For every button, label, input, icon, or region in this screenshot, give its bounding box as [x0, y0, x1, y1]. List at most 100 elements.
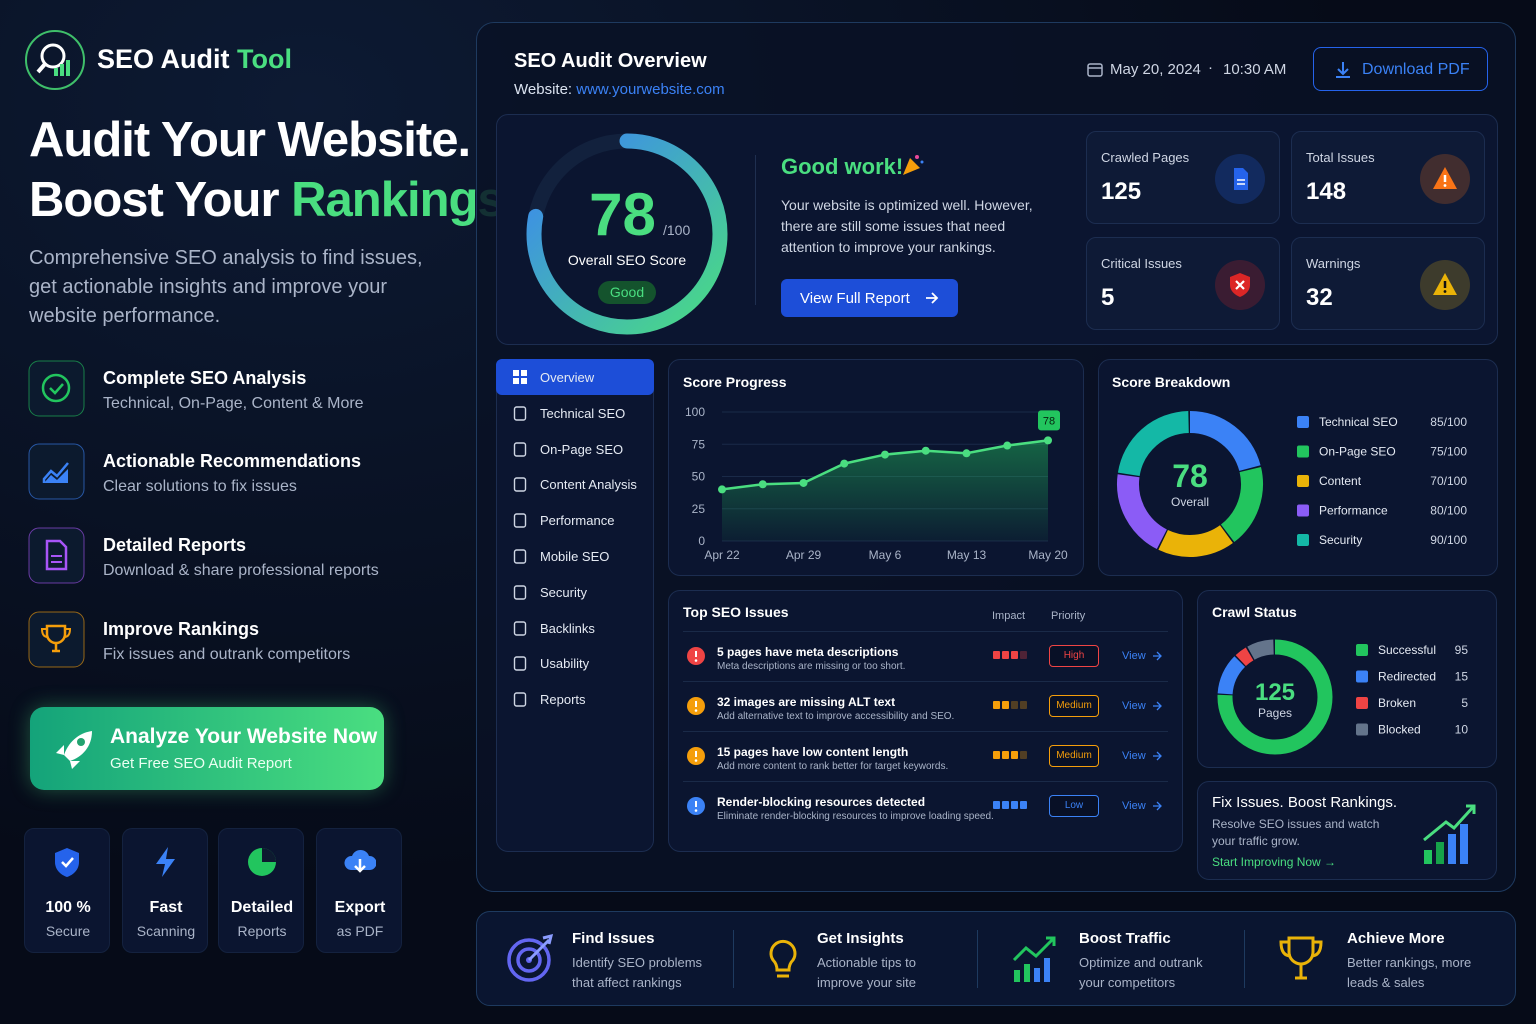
row-divider: [683, 681, 1168, 682]
promo-title: Fix Issues. Boost Rankings.: [1212, 794, 1398, 811]
row-divider: [683, 631, 1168, 632]
point: [921, 446, 930, 455]
nav-item[interactable]: Security: [496, 574, 654, 610]
nav-label: On-Page SEO: [540, 441, 624, 457]
impact-bars: [993, 751, 1027, 759]
benefit-icon: [769, 939, 797, 978]
view-link[interactable]: View: [1122, 750, 1162, 762]
stat-label: Warnings: [1306, 256, 1361, 271]
impact-bar: [993, 651, 1000, 659]
legend-value: 80/100: [1430, 504, 1467, 518]
nav-item[interactable]: Usability: [496, 645, 654, 681]
impact-bar: [1011, 751, 1018, 759]
download-button[interactable]: Download PDF: [1313, 47, 1488, 91]
nav-icon: [513, 692, 527, 707]
x-tick-label: Apr 22: [704, 548, 740, 562]
promo-card: Fix Issues. Boost Rankings. Resolve SEO …: [1197, 781, 1497, 880]
brand-accent: Tool: [237, 44, 292, 74]
impact-bar: [1011, 651, 1018, 659]
nav-label: Performance: [540, 513, 615, 529]
benefit-icon: [507, 933, 554, 982]
nav-label: Usability: [540, 656, 590, 672]
view-link[interactable]: View: [1122, 700, 1162, 712]
legend-label: Security: [1319, 533, 1362, 547]
feature-title: Actionable Recommendations: [103, 451, 362, 471]
nav-item[interactable]: Reports: [496, 681, 654, 717]
legend-label: Successful: [1378, 643, 1436, 657]
dashboard-title: SEO Audit Overview: [514, 50, 707, 72]
nav-item[interactable]: Technical SEO: [496, 395, 654, 431]
issue-title: 32 images are missing ALT text: [717, 695, 896, 709]
nav-item[interactable]: On-Page SEO: [496, 431, 654, 467]
badge-icon: [344, 850, 376, 873]
view-link[interactable]: View: [1122, 800, 1162, 812]
brand: SEO Audit Tool: [97, 44, 292, 75]
y-tick-label: 75: [692, 437, 706, 451]
legend-swatch: [1297, 416, 1309, 428]
point: [1044, 436, 1052, 445]
nav-label: Security: [540, 584, 587, 600]
feature-title: Improve Rankings: [103, 619, 260, 639]
line-chart: 0 25 50 75 100 Apr 22 Apr 29 May 6 May 13 May 20 7…: [685, 405, 1068, 562]
nav-icon: [513, 549, 527, 564]
nav-item[interactable]: Backlinks: [496, 610, 654, 646]
x-tick-label: May 20: [1028, 548, 1068, 562]
x-tick-label: May 6: [869, 548, 902, 562]
legend-value: 85/100: [1430, 415, 1467, 429]
issue-title: 5 pages have meta descriptions: [717, 645, 899, 659]
nav-item[interactable]: Overview: [496, 359, 654, 395]
stat-value: 125: [1101, 178, 1142, 205]
hero-title: Audit Your Website. Boost Your Rankings.: [29, 110, 517, 230]
top-issues-card: [668, 590, 1183, 852]
website-url[interactable]: www.yourwebsite.com: [576, 81, 725, 98]
promo-link[interactable]: Start Improving Now →: [1212, 855, 1337, 869]
nav-item[interactable]: Mobile SEO: [496, 538, 654, 574]
benefit-text: Better rankings, more leads & sales: [1347, 955, 1472, 990]
nav-label: Mobile SEO: [540, 549, 610, 564]
message-text: Your website is optimized well. However,…: [781, 197, 1033, 255]
legend-label: Broken: [1378, 696, 1416, 710]
row-divider: [683, 781, 1168, 782]
stat-card: Critical Issues 5: [1086, 237, 1280, 330]
stat-value: 148: [1306, 178, 1347, 205]
benefit-title: Achieve More: [1347, 930, 1445, 947]
view-link[interactable]: View: [1122, 650, 1162, 662]
legend-label: Redirected: [1378, 670, 1436, 684]
nav-icon: [513, 585, 527, 600]
hero-line: Boost Your Rankings.: [29, 170, 517, 230]
feature-icon: [28, 527, 85, 584]
report-button[interactable]: View Full Report: [781, 279, 958, 317]
legend-swatch: [1356, 723, 1368, 736]
nav-label: Technical SEO: [540, 405, 626, 421]
priority-pill: Medium: [1049, 695, 1099, 717]
nav-item[interactable]: Content Analysis: [496, 466, 654, 502]
nav-item[interactable]: Performance: [496, 502, 654, 538]
priority-pill: High: [1049, 645, 1099, 667]
sidebar-nav: [496, 359, 654, 852]
view-label: View: [1122, 750, 1146, 762]
y-tick-label: 25: [692, 502, 706, 516]
impact-bar: [993, 751, 1000, 759]
donut-segment: [1117, 411, 1263, 557]
date: May 20, 2024: [1110, 61, 1201, 78]
issue-title: Render-blocking resources detected: [717, 795, 926, 809]
point: [881, 450, 889, 459]
benefit-text: Optimize and outrank your competitors: [1079, 955, 1203, 990]
calendar-icon: [1087, 63, 1103, 77]
badge-subtitle: Reports: [237, 923, 287, 939]
badge-icon: [156, 847, 175, 877]
nav-icon: [513, 477, 527, 493]
hero-description: Comprehensive SEO analysis to find issue…: [29, 247, 423, 327]
benefit-icon: [1012, 936, 1056, 982]
impact-bar: [1002, 751, 1009, 759]
donut-segment: [1117, 411, 1263, 557]
stat-icon: [1420, 260, 1470, 310]
badge-title: Export: [334, 899, 386, 916]
cta-button[interactable]: Analyze Your Website Now Get Free SEO Au…: [30, 707, 384, 790]
nav-icon: [513, 370, 527, 384]
arrow-icon: [1153, 801, 1162, 811]
severity-icon: [687, 797, 705, 815]
